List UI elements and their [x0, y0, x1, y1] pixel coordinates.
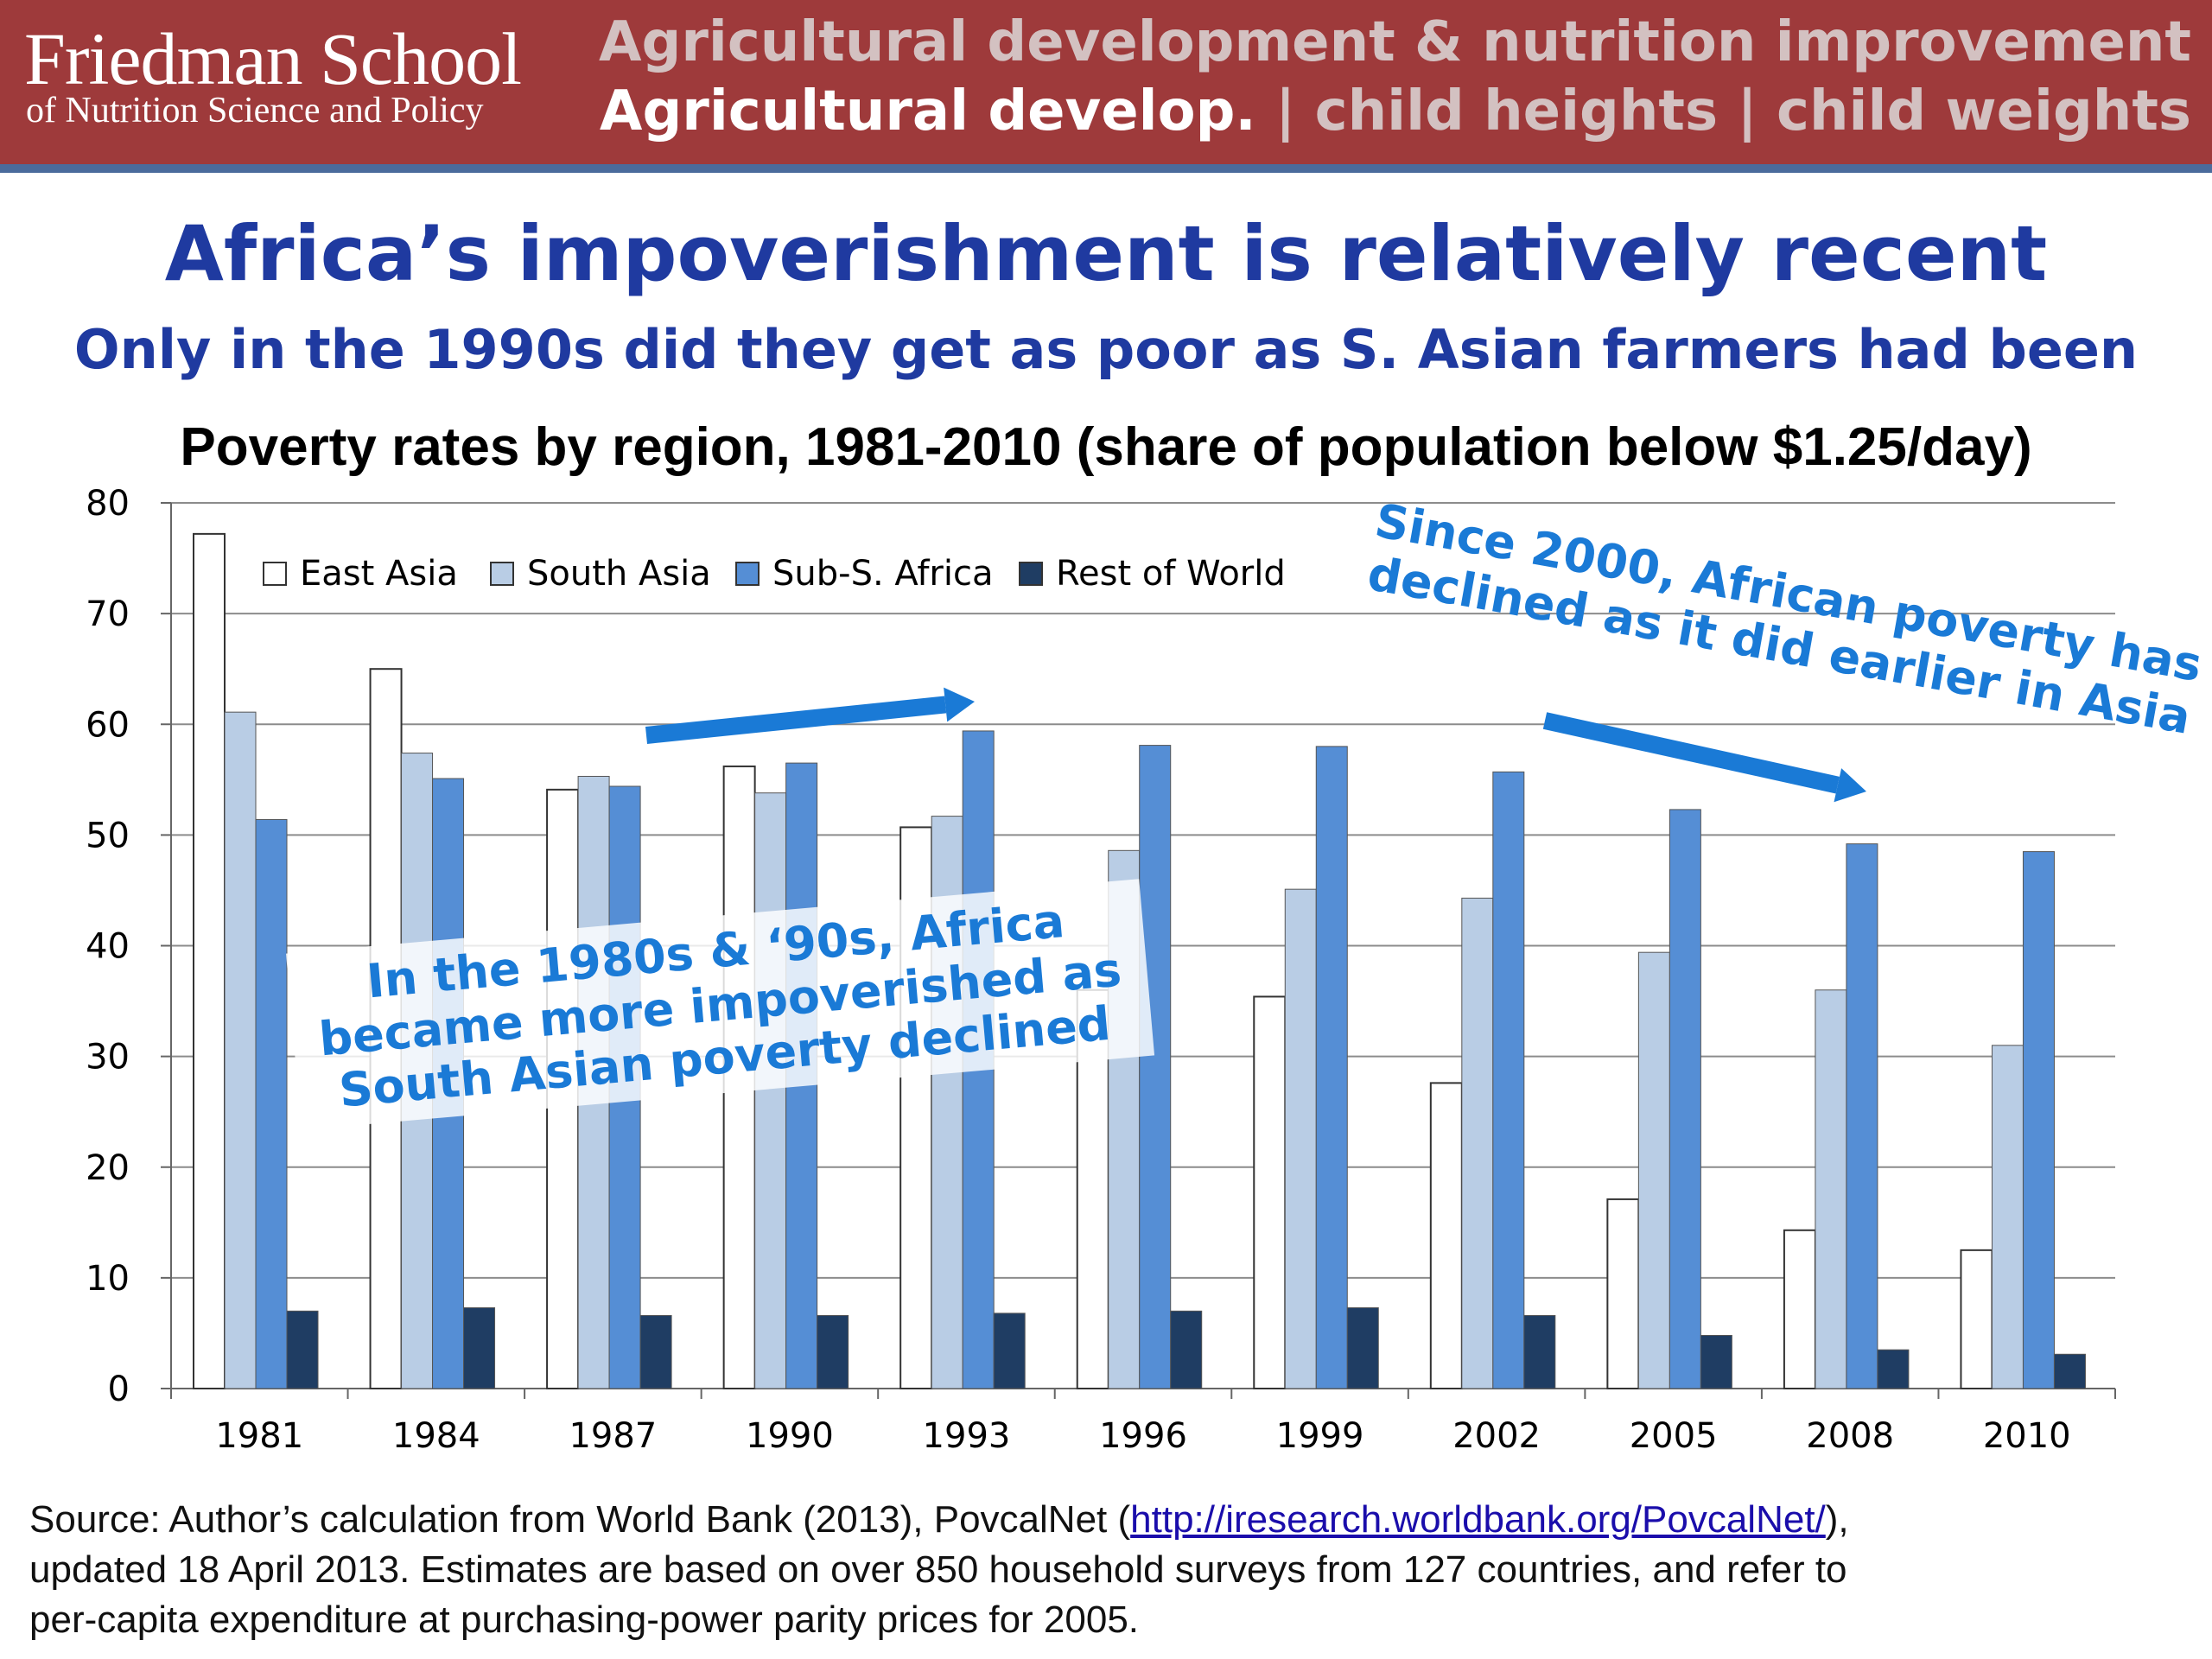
- y-tick-label: 40: [86, 927, 130, 967]
- legend-label: East Asia: [300, 554, 458, 594]
- x-tick-label: 2008: [1806, 1416, 1894, 1456]
- header-bar: [0, 0, 2212, 169]
- source-line: per-capita expenditure at purchasing-pow…: [29, 1599, 1140, 1641]
- povcalnet-link[interactable]: http://iresearch.worldbank.org/PovcalNet…: [1130, 1498, 1826, 1541]
- bar: [1700, 1335, 1732, 1389]
- legend-label: South Asia: [527, 554, 711, 594]
- x-tick-label: 1999: [1276, 1416, 1364, 1456]
- source-text: ),: [1825, 1498, 1849, 1541]
- y-tick-label: 80: [86, 484, 130, 524]
- bar: [1429, 1082, 1463, 1389]
- bar: [1877, 1349, 1910, 1389]
- bar: [1139, 745, 1172, 1389]
- bar: [1846, 843, 1878, 1389]
- bar: [255, 818, 288, 1389]
- logo-subtitle: of Nutrition Science and Policy: [26, 91, 484, 130]
- bar: [1346, 1306, 1379, 1389]
- legend-swatch: [735, 562, 760, 586]
- legend-swatch: [263, 562, 287, 586]
- logo-title: Friedman School: [24, 17, 522, 100]
- x-tick-label: 2010: [1983, 1416, 2071, 1456]
- legend-label: Sub-S. Africa: [772, 554, 993, 594]
- y-tick-label: 60: [86, 705, 130, 745]
- nav-item-child-heights[interactable]: child heights: [1314, 79, 1719, 143]
- bar: [1606, 1198, 1640, 1389]
- source-note: Source: Author’s calculation from World …: [29, 1495, 2190, 1645]
- bar: [1991, 1045, 2024, 1389]
- header-topic-line: Agricultural development & nutrition imp…: [599, 10, 2191, 74]
- source-line: updated 18 April 2013. Estimates are bas…: [29, 1548, 1847, 1591]
- bar: [1783, 1229, 1816, 1389]
- bar: [1523, 1314, 1556, 1389]
- bar: [2053, 1353, 2086, 1389]
- legend-swatch: [1019, 562, 1043, 586]
- nav-separator: |: [1255, 79, 1315, 143]
- header-nav: Agricultural develop. | child heights | …: [600, 79, 2191, 143]
- slide-title: Africa’s impoverishment is relatively re…: [164, 209, 2048, 298]
- poverty-bar-chart: 0 10 20 30 40 50 60 70 80 1981 1984 1987 1990 1993 199…: [86, 484, 2116, 1456]
- slide-subtitle: Only in the 1990s did they get as poor a…: [73, 318, 2139, 381]
- bar: [993, 1313, 1026, 1389]
- bar: [817, 1314, 849, 1389]
- chart-title: Poverty rates by region, 1981-2010 (shar…: [180, 417, 2032, 477]
- x-tick-label: 1996: [1099, 1416, 1187, 1456]
- arrow-rising-shaft: [645, 696, 947, 744]
- y-tick-label: 50: [86, 816, 130, 855]
- bar: [1637, 951, 1670, 1389]
- nav-separator: |: [1718, 79, 1777, 143]
- legend-swatch: [490, 562, 514, 586]
- bar: [2022, 851, 2055, 1389]
- x-tick-label: 1981: [215, 1416, 303, 1456]
- bar: [193, 532, 226, 1389]
- bar: [224, 711, 257, 1389]
- y-tick-label: 0: [108, 1370, 130, 1409]
- bar: [463, 1306, 496, 1389]
- x-tick-label: 2002: [1452, 1416, 1541, 1456]
- arrow-rising-head: [944, 687, 975, 722]
- y-tick-label: 10: [86, 1259, 130, 1299]
- x-tick-label: 1993: [923, 1416, 1011, 1456]
- bar: [754, 792, 787, 1389]
- x-tick-label: 1990: [746, 1416, 834, 1456]
- bar: [1960, 1249, 1993, 1389]
- bar: [1284, 888, 1317, 1389]
- bar: [1253, 995, 1287, 1389]
- nav-item-agricultural-develop[interactable]: Agricultural develop.: [599, 79, 1256, 143]
- bar: [1815, 989, 1847, 1389]
- y-tick-label: 70: [86, 594, 130, 634]
- source-line: Source: Author’s calculation from World …: [29, 1495, 2190, 1545]
- bar: [1669, 809, 1701, 1389]
- legend-label: Rest of World: [1056, 554, 1286, 594]
- x-tick-label: 1987: [569, 1416, 657, 1456]
- bar: [286, 1310, 319, 1389]
- source-text: Source: Author’s calculation from World …: [29, 1498, 1131, 1541]
- bar: [1315, 746, 1348, 1389]
- y-tick-label: 20: [86, 1148, 130, 1188]
- bar: [1461, 897, 1494, 1389]
- bar: [1170, 1310, 1203, 1389]
- x-tick-label: 2005: [1630, 1416, 1718, 1456]
- bar: [639, 1314, 672, 1389]
- arrow-declining-shaft: [1542, 712, 1840, 794]
- nav-item-child-weights[interactable]: child weights: [1777, 79, 2191, 143]
- header-divider: [0, 164, 2212, 173]
- y-tick-label: 30: [86, 1038, 130, 1077]
- arrow-declining-head: [1834, 768, 1866, 803]
- bar: [1492, 771, 1525, 1389]
- x-tick-label: 1984: [392, 1416, 480, 1456]
